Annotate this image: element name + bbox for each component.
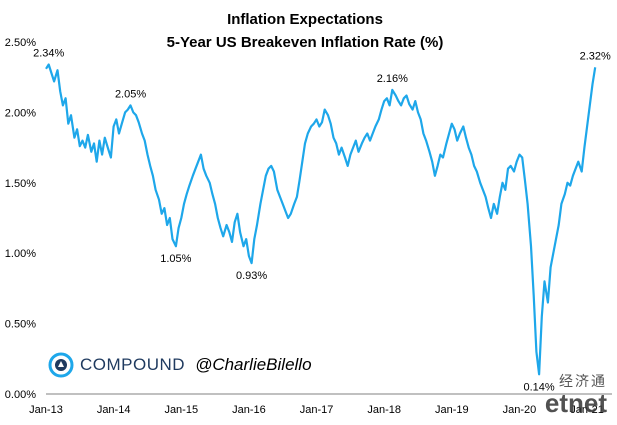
data-label: 2.05% <box>115 88 146 100</box>
data-label: 2.34% <box>33 48 64 60</box>
watermark-cn: 经济通 <box>559 374 607 390</box>
etnet-watermark: 经济通 etnet <box>537 371 607 419</box>
annotation-layer: 2.34% 2.05% 1.05% 0.93% 2.16% 0.14% 2.32% <box>33 48 611 394</box>
y-tick-label: 1.50% <box>5 178 36 190</box>
x-tick-label: Jan-20 <box>503 404 537 416</box>
x-tick-label: Jan-14 <box>97 404 131 416</box>
chart-subtitle: 5-Year US Breakeven Inflation Rate (%) <box>167 34 444 51</box>
watermark-en: etnet <box>544 388 607 418</box>
x-tick-label: Jan-18 <box>367 404 401 416</box>
data-label: 2.32% <box>580 50 611 62</box>
x-tick-label: Jan-16 <box>232 404 266 416</box>
brand-handle: @CharlieBilello <box>195 355 312 374</box>
x-tick-label: Jan-19 <box>435 404 469 416</box>
brand-block: COMPOUND @CharlieBilello <box>48 352 312 378</box>
y-tick-label: 0.00% <box>5 389 36 401</box>
series-line <box>45 63 597 376</box>
series-layer <box>45 63 597 376</box>
x-tick-label: Jan-17 <box>300 404 334 416</box>
x-tick-label: Jan-15 <box>164 404 198 416</box>
data-label: 2.16% <box>377 73 408 85</box>
data-label: 0.93% <box>236 270 267 282</box>
y-tick-label: 0.50% <box>5 319 36 331</box>
x-tick-label: Jan-13 <box>29 404 63 416</box>
x-tick-label: Jan-21 <box>570 404 604 416</box>
data-label: 1.05% <box>160 253 191 265</box>
x-axis-ticks: Jan-13 Jan-14 Jan-15 Jan-16 Jan-17 Jan-18 Jan-… <box>29 404 604 416</box>
compound-logo-icon <box>48 352 74 378</box>
y-axis-ticks: 0.00% 0.50% 1.00% 1.50% 2.00% 2.50% <box>5 37 36 401</box>
y-tick-label: 2.50% <box>5 37 36 49</box>
y-tick-label: 2.00% <box>5 107 36 119</box>
data-label: 0.14% <box>523 381 554 393</box>
brand-name: COMPOUND <box>80 355 186 374</box>
chart-title: Inflation Expectations <box>227 11 383 28</box>
y-tick-label: 1.00% <box>5 248 36 260</box>
